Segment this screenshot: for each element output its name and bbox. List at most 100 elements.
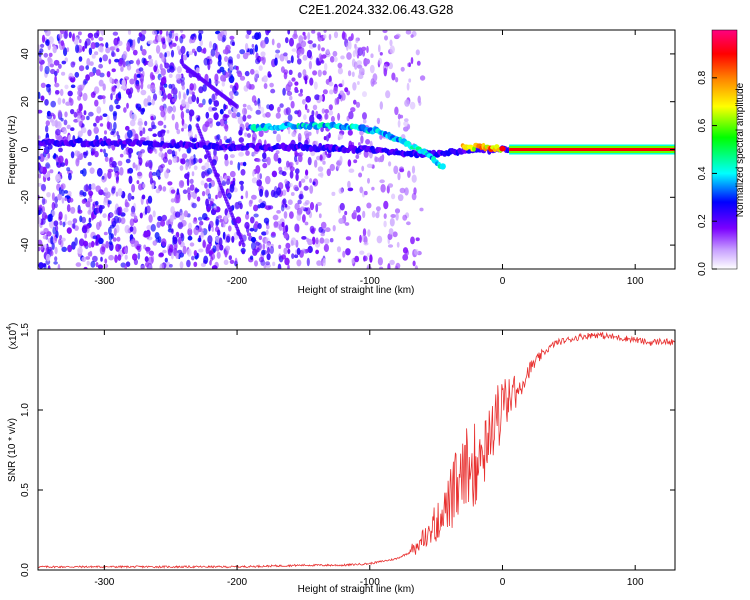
heatmap-cell xyxy=(245,122,250,129)
heatmap-cell xyxy=(251,241,256,251)
heatmap-cell xyxy=(179,35,184,44)
heatmap-cell xyxy=(131,183,136,193)
heatmap-cell xyxy=(213,148,217,157)
heatmap-cell xyxy=(160,219,166,227)
heatmap-cell xyxy=(106,71,111,78)
heatmap-cell xyxy=(208,58,213,65)
heatmap-cell xyxy=(117,188,123,197)
heatmap-cell xyxy=(179,165,184,171)
heatmap-cell xyxy=(148,250,154,256)
heatmap-cell xyxy=(374,156,379,163)
heatmap-cell xyxy=(341,79,345,87)
heatmap-cell xyxy=(383,220,387,228)
heatmap-cell xyxy=(235,104,239,109)
heatmap-cell xyxy=(362,210,366,219)
heatmap-cell xyxy=(379,134,383,140)
heatmap-cell xyxy=(164,52,167,58)
heatmap-cell xyxy=(282,87,286,96)
snr-y-scale-exponent: 4 xyxy=(6,326,13,330)
heatmap-cell xyxy=(206,167,213,175)
heatmap-cell xyxy=(355,205,361,213)
heatmap-cell xyxy=(87,197,93,203)
heatmap-cell xyxy=(258,65,263,71)
heatmap-cell xyxy=(43,263,47,269)
heatmap-cell xyxy=(50,100,56,108)
heatmap-cell xyxy=(309,178,313,184)
heatmap-cell xyxy=(118,206,123,215)
heatmap-cell xyxy=(249,48,254,55)
heatmap-cell xyxy=(198,158,203,164)
heatmap-cell xyxy=(351,71,355,78)
heatmap-cell xyxy=(329,238,334,243)
heatmap-cell xyxy=(237,115,244,125)
heatmap-cell xyxy=(240,169,246,176)
heatmap-cell xyxy=(215,134,220,142)
heatmap-cell xyxy=(289,182,293,188)
heatmap-cell xyxy=(260,40,266,49)
colorbar-gradient xyxy=(711,29,738,270)
heatmap-cell xyxy=(159,105,165,112)
heatmap-cell xyxy=(296,210,302,216)
heatmap-cell xyxy=(289,37,294,47)
heatmap-cell xyxy=(259,202,266,209)
heatmap-cell xyxy=(281,254,287,260)
heatmap-cell xyxy=(367,229,371,237)
heatmap-cell xyxy=(45,156,49,161)
heatmap-cell xyxy=(317,43,321,51)
heatmap-cell xyxy=(273,152,279,162)
heatmap-cell xyxy=(265,30,270,36)
heatmap-cell xyxy=(217,215,222,219)
heatmap-cell xyxy=(389,39,393,47)
heatmap-cell xyxy=(129,226,134,232)
heatmap-cell xyxy=(263,217,270,224)
heatmap-cell xyxy=(149,84,156,93)
heatmap-cell xyxy=(38,150,41,157)
heatmap-cell xyxy=(158,89,162,96)
heatmap-cell xyxy=(61,237,66,242)
heatmap-cell xyxy=(57,193,62,201)
heatmap-cell xyxy=(213,112,219,121)
heatmap-cell xyxy=(246,232,252,237)
heatmap-cell xyxy=(145,160,151,167)
heatmap-cell xyxy=(366,163,373,168)
heatmap-cell xyxy=(369,64,375,74)
heatmap-cell xyxy=(402,254,409,261)
heatmap-cell xyxy=(97,264,103,269)
heatmap-cell xyxy=(57,109,62,118)
heatmap-cell xyxy=(197,115,201,121)
heatmap-cell xyxy=(347,187,354,192)
heatmap-cell xyxy=(313,81,318,90)
heatmap-cell xyxy=(404,187,409,196)
heatmap-cell xyxy=(132,162,136,169)
heatmap-cell xyxy=(66,167,71,172)
heatmap-cell xyxy=(328,132,331,139)
heatmap-cell xyxy=(102,83,106,91)
heatmap-cell xyxy=(77,115,81,123)
heatmap-cell xyxy=(43,52,49,58)
heatmap-cell xyxy=(403,121,409,127)
heatmap-cell xyxy=(358,172,363,178)
heatmap-cell xyxy=(120,66,124,72)
heatmap-cell xyxy=(87,188,92,195)
heatmap-cell xyxy=(319,154,323,161)
heatmap-cell xyxy=(127,129,133,139)
heatmap-cell xyxy=(221,81,225,87)
heatmap-cell xyxy=(380,184,386,193)
heatmap-cell xyxy=(305,207,311,215)
heatmap-cell xyxy=(93,86,100,94)
heatmap-cell xyxy=(64,111,68,118)
heatmap-cell xyxy=(163,92,167,101)
heatmap-cell xyxy=(70,127,75,131)
heatmap-cell xyxy=(175,231,180,238)
heatmap-cell xyxy=(277,263,282,269)
heatmap-cell xyxy=(67,90,73,97)
heatmap-cell xyxy=(371,186,375,191)
heatmap-cell xyxy=(258,103,261,110)
heatmap-cell xyxy=(114,58,120,63)
heatmap-cell xyxy=(41,197,46,206)
heatmap-cell xyxy=(307,40,313,45)
heatmap-cell xyxy=(180,45,186,55)
heatmap-cell xyxy=(126,41,131,49)
heatmap-cell xyxy=(229,160,233,165)
heatmap-cell xyxy=(414,248,419,256)
